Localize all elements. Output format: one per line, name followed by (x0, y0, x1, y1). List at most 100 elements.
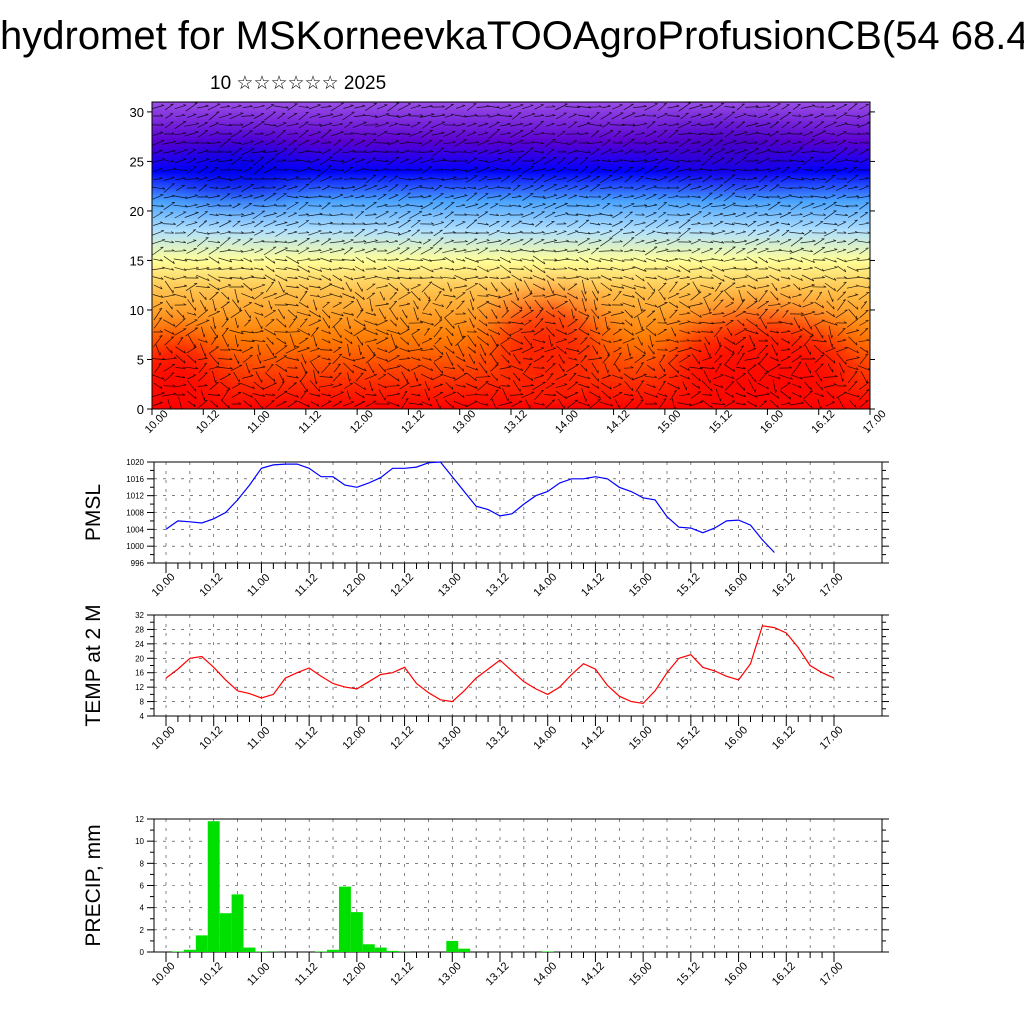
wind-vector (243, 400, 253, 408)
wind-vector (521, 258, 535, 262)
wind-vector (580, 337, 588, 345)
wind-vector (623, 194, 635, 199)
wind-vector (724, 240, 735, 243)
wind-vector (532, 275, 546, 281)
wind-vector (746, 141, 758, 144)
wind-vector (443, 130, 456, 137)
wind-vector (231, 185, 242, 190)
wind-vector (358, 344, 363, 356)
wind-vector (341, 258, 356, 261)
wind-vector (645, 375, 658, 379)
wind-vector (331, 204, 343, 207)
wind-vector (354, 391, 365, 399)
wind-vector (826, 300, 835, 310)
y-tick-label: 24 (135, 640, 144, 649)
wind-vector (313, 299, 318, 311)
wind-vector (724, 381, 735, 391)
wind-vector (823, 229, 837, 237)
wind-vector (624, 393, 634, 397)
wind-vector (577, 401, 591, 407)
wind-vector (287, 103, 298, 111)
wind-vector (356, 298, 364, 312)
wind-vector (152, 131, 164, 136)
wind-vector (308, 275, 322, 281)
wind-vector (856, 168, 870, 171)
wind-vector (378, 308, 386, 320)
wind-vector (801, 284, 815, 290)
wind-vector (376, 284, 389, 289)
wind-vector (533, 239, 545, 245)
wind-vector (444, 168, 455, 171)
wind-vector (691, 383, 701, 389)
wind-vector (287, 400, 298, 408)
wind-vector (388, 239, 399, 244)
wind-vector (184, 266, 199, 271)
wind-vector (275, 363, 288, 373)
precip-bar (386, 950, 399, 952)
wind-vector (173, 148, 188, 155)
wind-vector (579, 157, 589, 165)
x-tick-label: 14.12 (579, 724, 607, 752)
x-tick-label: 17.00 (818, 960, 846, 988)
wind-vector (600, 282, 613, 292)
wind-vector (637, 298, 643, 312)
wind-vector (354, 139, 366, 146)
wind-vector (486, 194, 502, 199)
wind-vector (712, 102, 725, 112)
wind-vector (309, 258, 321, 261)
wind-vector (724, 353, 735, 365)
wind-vector (804, 316, 812, 330)
wind-vector (197, 247, 209, 255)
wind-vector (757, 362, 769, 374)
wind-vector (332, 383, 343, 388)
wind-vector (241, 374, 254, 379)
wind-vector (701, 380, 713, 392)
wind-vector (298, 247, 310, 255)
wind-vector (187, 400, 196, 408)
wind-vector (521, 231, 534, 234)
wind-vector (623, 366, 634, 369)
wind-vector (523, 335, 532, 347)
wind-vector (546, 300, 554, 310)
wind-vector (432, 221, 444, 226)
wind-vector (857, 285, 870, 289)
wind-vector (600, 275, 612, 281)
wind-vector (286, 392, 299, 398)
wind-vector (577, 114, 591, 118)
y-tick-label: 12 (135, 683, 144, 692)
wind-vector (469, 290, 475, 302)
wind-vector (635, 274, 645, 282)
wind-vector (522, 373, 534, 381)
wind-vector (510, 230, 523, 235)
wind-vector (229, 285, 244, 288)
wind-vector (823, 374, 838, 378)
wind-vector (341, 185, 356, 190)
wind-vector (208, 353, 220, 365)
wind-vector (790, 213, 803, 216)
wind-vector (398, 356, 411, 360)
wind-vector (488, 321, 501, 324)
wind-vector (744, 312, 760, 316)
wind-vector (387, 102, 400, 112)
wind-vector (789, 177, 805, 181)
wind-vector (165, 300, 173, 310)
wind-vector (792, 361, 802, 375)
wind-vector (679, 265, 691, 273)
wind-vector (593, 299, 598, 311)
wind-vector (535, 220, 543, 227)
wind-vector (736, 299, 746, 311)
wind-vector (446, 301, 453, 309)
wind-vector (601, 374, 611, 379)
wind-vector (466, 383, 478, 389)
wind-vector (299, 290, 308, 302)
wind-vector (466, 157, 478, 165)
wind-vector (846, 195, 860, 198)
precip-bar (183, 949, 196, 952)
wind-vector (533, 211, 545, 219)
wind-vector (444, 346, 455, 354)
precip-bar (338, 886, 351, 952)
wind-vector (364, 168, 378, 171)
wind-vector (500, 212, 511, 217)
wind-vector (301, 353, 307, 365)
wind-vector (343, 166, 354, 174)
